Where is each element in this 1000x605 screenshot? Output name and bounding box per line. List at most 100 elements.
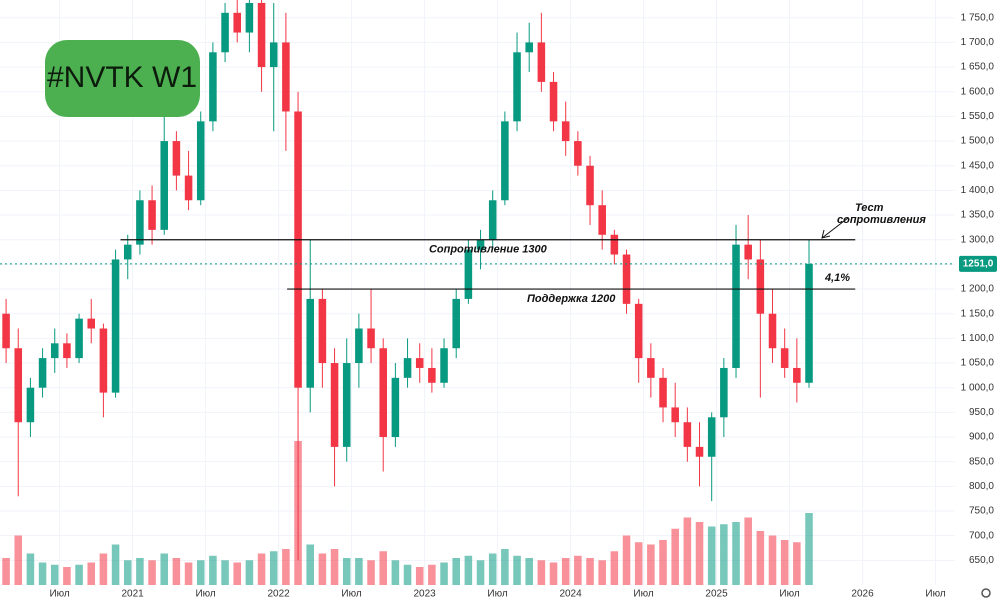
volume-bar bbox=[768, 535, 777, 585]
volume-bar bbox=[574, 555, 582, 585]
volume-bar bbox=[221, 560, 229, 585]
volume-bar bbox=[184, 562, 193, 585]
volume-bar bbox=[732, 522, 740, 585]
volume-bar bbox=[209, 555, 217, 585]
x-tick-label: Июл bbox=[925, 589, 945, 600]
candle-body bbox=[87, 318, 96, 329]
y-tick-label: 700,0 bbox=[969, 530, 994, 541]
candle-body bbox=[707, 417, 716, 457]
candle-body bbox=[598, 205, 606, 235]
volume-bar bbox=[257, 553, 266, 585]
candle-body bbox=[561, 121, 570, 142]
volume-bar bbox=[488, 553, 497, 585]
volume-bar bbox=[233, 562, 242, 585]
candle-body bbox=[695, 446, 704, 457]
volume-bar bbox=[744, 517, 752, 585]
candle-layer bbox=[2, 0, 813, 561]
y-tick-label: 1 450,0 bbox=[961, 160, 995, 171]
levels: Сопротивление 1300 Поддержка 1200 bbox=[0, 239, 955, 305]
candle-body bbox=[233, 12, 242, 33]
volume-bar bbox=[428, 564, 436, 585]
volume-bar bbox=[537, 560, 546, 585]
x-tick-label: 2022 bbox=[267, 589, 290, 600]
y-tick-label: 1 750,0 bbox=[961, 12, 995, 23]
annotation-arrow bbox=[821, 217, 849, 239]
candle-body bbox=[160, 141, 169, 230]
volume-bar bbox=[63, 567, 71, 585]
volume-bar bbox=[245, 560, 254, 585]
candle-body bbox=[805, 263, 813, 383]
volume-bar bbox=[367, 560, 375, 585]
candle-body bbox=[294, 111, 302, 388]
candle-body bbox=[403, 358, 412, 378]
volume-bar bbox=[379, 551, 387, 585]
y-tick-label: 850,0 bbox=[969, 456, 994, 467]
candle-body bbox=[428, 367, 436, 383]
volume-bar bbox=[269, 551, 278, 585]
volume-bar bbox=[196, 560, 205, 585]
candle-body bbox=[245, 2, 254, 33]
candle-body bbox=[622, 254, 631, 304]
x-tick-label: 2026 bbox=[851, 589, 874, 600]
x-tick-label: Июл bbox=[779, 589, 799, 600]
candle-body bbox=[355, 328, 363, 364]
y-tick-label: 1 000,0 bbox=[961, 382, 995, 393]
settings-icon[interactable] bbox=[981, 588, 991, 598]
annotation: Тест bbox=[855, 202, 884, 214]
volume-bar bbox=[26, 553, 35, 585]
volume-bar bbox=[318, 553, 327, 585]
y-tick-label: 1 550,0 bbox=[961, 111, 995, 122]
candle-body bbox=[440, 348, 448, 383]
volume-bar bbox=[720, 524, 728, 585]
volume-bar bbox=[513, 555, 521, 585]
x-tick-label: Июл bbox=[633, 589, 653, 600]
candle-body bbox=[269, 42, 278, 68]
volume-bar bbox=[659, 540, 667, 585]
volume-bar bbox=[464, 555, 473, 585]
candle-body bbox=[501, 121, 509, 201]
volume-bar bbox=[330, 549, 339, 585]
volume-bar bbox=[136, 558, 144, 585]
volume-bar bbox=[707, 526, 716, 585]
candle-body bbox=[257, 2, 266, 68]
volume-bar bbox=[403, 564, 412, 585]
volume-bar bbox=[111, 544, 120, 585]
y-tick-label: 900,0 bbox=[969, 432, 994, 443]
y-tick-label: 750,0 bbox=[969, 506, 994, 517]
candle-body bbox=[306, 298, 314, 388]
volume-bar bbox=[586, 558, 594, 585]
candle-body bbox=[379, 348, 387, 438]
candle-body bbox=[221, 12, 229, 53]
y-tick-label: 1 700,0 bbox=[961, 37, 995, 48]
volume-bar bbox=[622, 535, 631, 585]
candle-body bbox=[793, 367, 801, 383]
candle-body bbox=[683, 422, 692, 447]
candle-body bbox=[610, 234, 619, 255]
level-label: Поддержка 1200 bbox=[527, 293, 616, 305]
volume-bar bbox=[647, 544, 655, 585]
candle-body bbox=[391, 377, 400, 438]
y-tick-label: 800,0 bbox=[969, 481, 994, 492]
volume-bar bbox=[342, 558, 351, 585]
x-tick-label: 2021 bbox=[121, 589, 144, 600]
candle-body bbox=[732, 244, 740, 368]
volume-bar bbox=[87, 562, 96, 585]
candle-body bbox=[659, 377, 667, 408]
candle-body bbox=[780, 348, 789, 368]
volume-bar bbox=[525, 558, 533, 585]
volume-bar bbox=[123, 560, 132, 585]
y-tick-label: 650,0 bbox=[969, 555, 994, 566]
last-price-label: 1251,0 bbox=[963, 259, 994, 270]
volume-bar bbox=[148, 560, 156, 585]
candle-body bbox=[99, 328, 108, 393]
candle-body bbox=[537, 42, 546, 82]
candle-body bbox=[136, 200, 144, 245]
volume-bar bbox=[610, 551, 619, 585]
candle-body bbox=[2, 313, 10, 349]
x-tick-label: 2024 bbox=[559, 589, 582, 600]
x-tick-label: Июл bbox=[49, 589, 69, 600]
axes: 650,0 700,0 750,0 800,0 850,0 900,0 950,0 1 000… bbox=[49, 12, 997, 600]
volume-bar bbox=[2, 558, 10, 585]
volume-bar bbox=[634, 542, 643, 585]
